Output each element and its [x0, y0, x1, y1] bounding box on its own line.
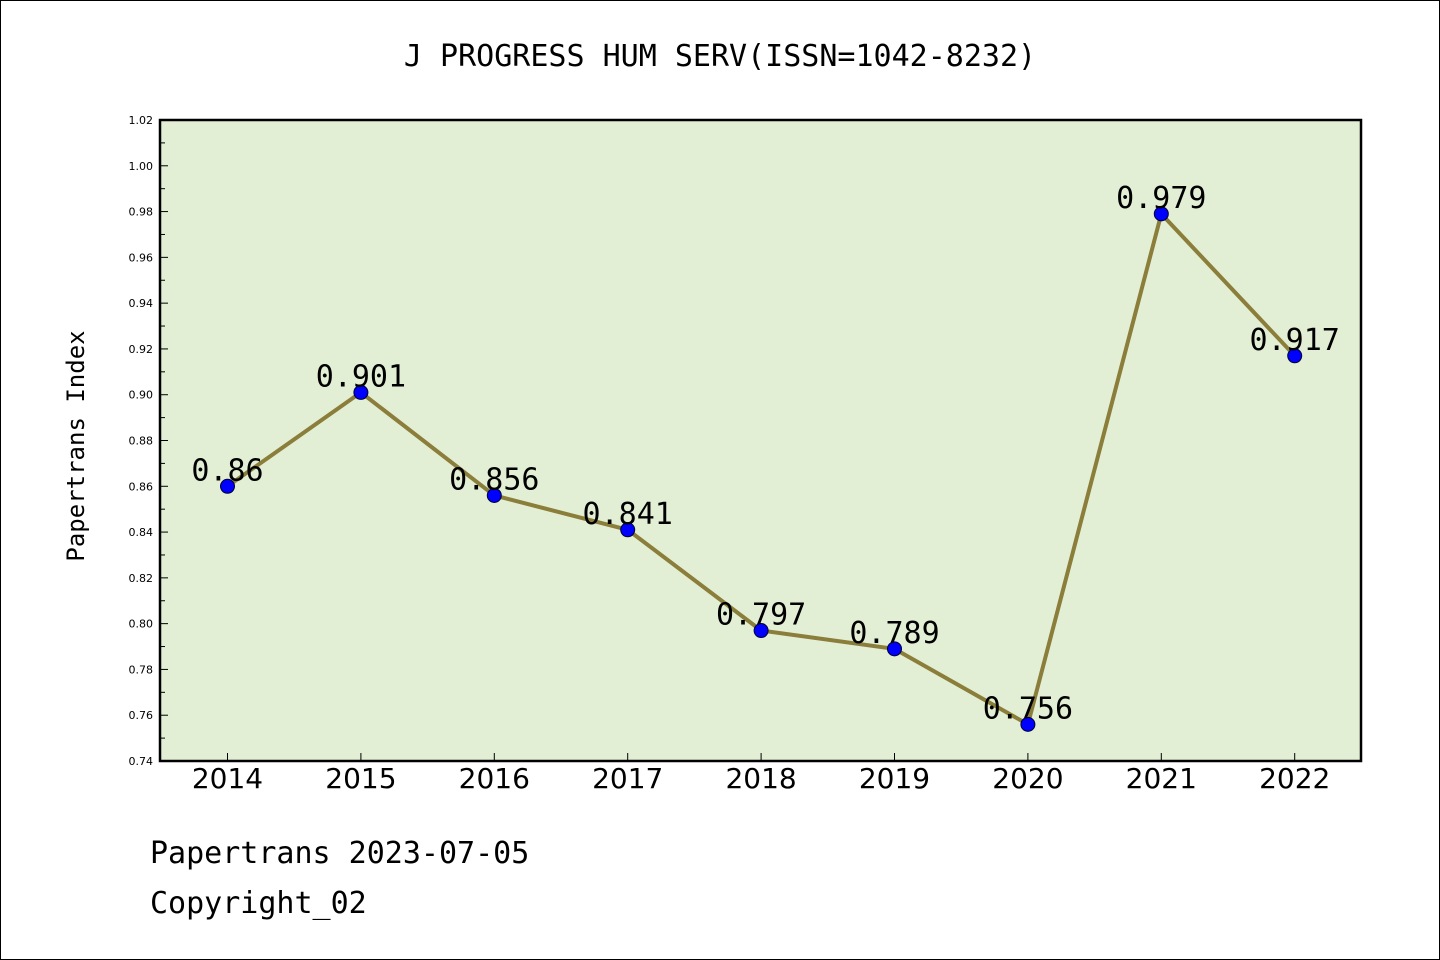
- data-label: 0.979: [1116, 181, 1206, 216]
- y-axis-label: Papertrans Index: [62, 330, 90, 561]
- y-tick-label: 1.00: [129, 160, 154, 173]
- y-tick-label: 0.76: [129, 709, 154, 722]
- data-point: [353, 384, 369, 400]
- data-point: [1020, 716, 1036, 732]
- x-tick-label: 2017: [592, 762, 663, 795]
- data-label: 0.841: [583, 497, 673, 532]
- plot-border: [158, 118, 1363, 763]
- data-point: [753, 623, 769, 639]
- x-tick-label: 2015: [325, 762, 396, 795]
- data-label: 0.86: [191, 453, 263, 488]
- y-tick-label: 0.80: [129, 618, 154, 631]
- data-point: [1287, 348, 1303, 364]
- x-tick-label: 2014: [192, 762, 263, 795]
- y-tick-label: 0.78: [129, 663, 154, 676]
- y-tick-label: 0.82: [129, 572, 154, 585]
- data-label: 0.856: [449, 462, 539, 497]
- y-tick-label: 1.02: [129, 114, 154, 127]
- series-layer: 0.86 0.901 0.856 0.841 0.797 0.789 0.756 0.979 0…: [191, 181, 1340, 732]
- data-label: 0.789: [849, 616, 939, 651]
- y-tick-label: 0.96: [129, 251, 154, 264]
- data-point: [486, 487, 502, 503]
- data-label: 0.797: [716, 598, 806, 633]
- data-label: 0.901: [316, 359, 406, 394]
- data-label: 0.917: [1250, 323, 1340, 358]
- data-point: [620, 522, 636, 538]
- y-tick-label: 0.90: [129, 389, 154, 402]
- x-tick-label: 2019: [859, 762, 930, 795]
- data-point: [1153, 206, 1169, 222]
- data-point: [887, 641, 902, 657]
- y-tick-label: 0.84: [129, 526, 154, 539]
- x-tick-label: 2018: [725, 762, 796, 795]
- x-tick-label: 2022: [1259, 762, 1330, 795]
- y-tick-label: 0.92: [129, 343, 154, 356]
- y-axis: 0.74 0.76 0.78 0.80 0.82 0.84 0.86 0.88 0.90 0.92…: [129, 114, 168, 768]
- footer-date: Papertrans 2023-07-05: [150, 836, 530, 871]
- data-label: 0.756: [983, 691, 1073, 726]
- y-tick-label: 0.86: [129, 480, 154, 493]
- y-tick-label: 0.74: [129, 755, 154, 768]
- y-tick-label: 0.88: [129, 435, 154, 448]
- x-axis: 2014 2015 2016 2017 2018 2019 2020 2021 2022: [192, 753, 1330, 795]
- chart-title: J PROGRESS HUM SERV(ISSN=1042-8232): [404, 39, 1036, 74]
- y-tick-label: 0.98: [129, 206, 154, 219]
- x-tick-label: 2016: [459, 762, 530, 795]
- data-point: [220, 478, 235, 494]
- footer-copyright: Copyright_02: [150, 886, 367, 921]
- x-tick-label: 2021: [1126, 762, 1197, 795]
- plot-area: [160, 120, 1361, 761]
- y-tick-label: 0.94: [129, 297, 154, 310]
- x-tick-label: 2020: [992, 762, 1063, 795]
